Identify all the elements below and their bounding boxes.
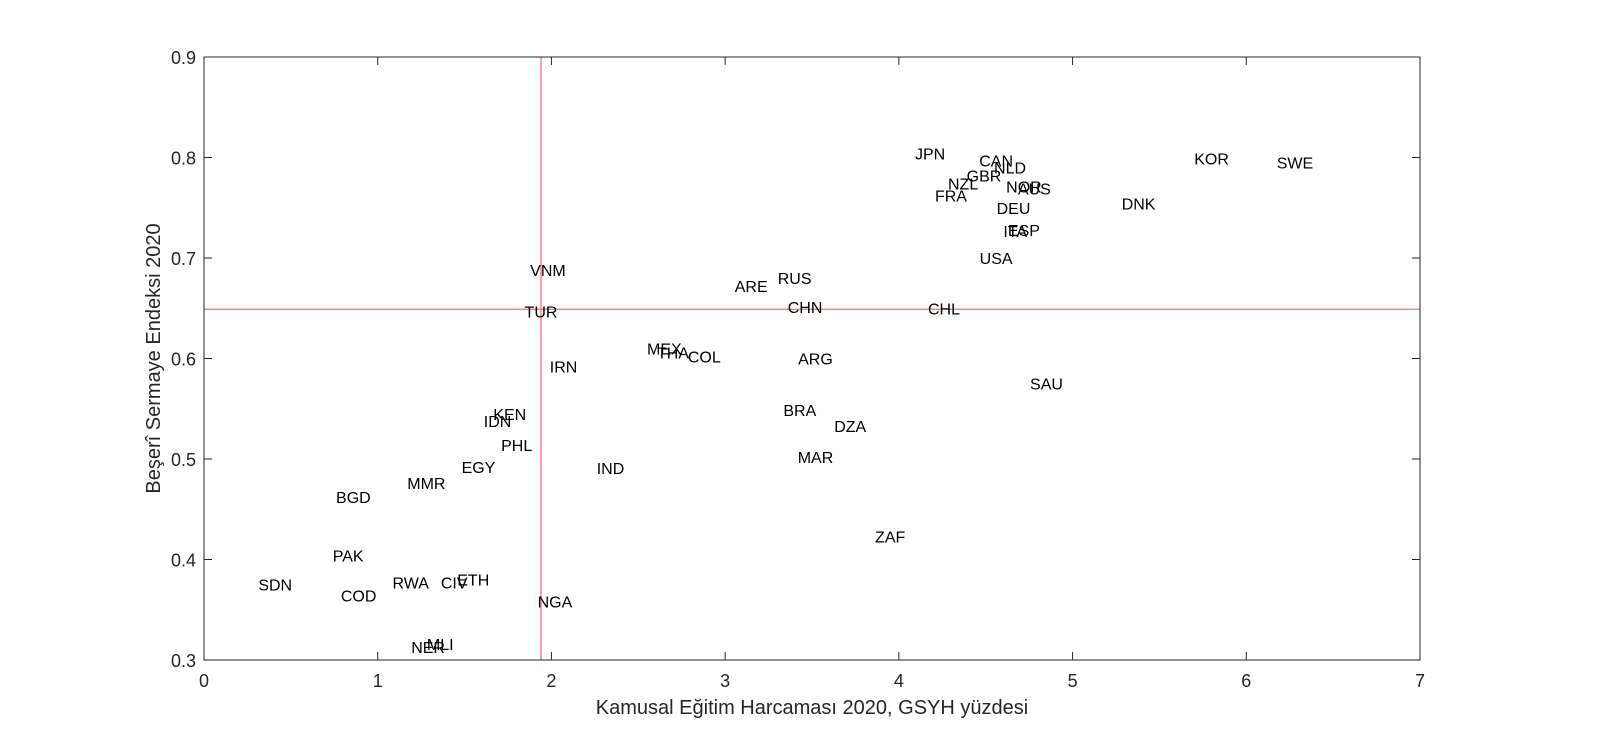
point-label-mmr: MMR: [407, 476, 445, 493]
point-label-mli: MLI: [427, 637, 454, 654]
point-label-irn: IRN: [550, 360, 578, 377]
point-label-tur: TUR: [525, 304, 558, 321]
point-label-sdn: SDN: [258, 578, 292, 595]
point-label-deu: DEU: [997, 201, 1031, 218]
point-label-tha: THA: [657, 345, 689, 362]
x-tick-label: 0: [199, 671, 209, 691]
x-tick-label: 5: [1068, 671, 1078, 691]
point-label-egy: EGY: [462, 460, 496, 477]
point-label-sau: SAU: [1030, 377, 1063, 394]
point-label-esp: ESP: [1008, 223, 1040, 240]
point-label-jpn: JPN: [915, 146, 945, 163]
point-label-aus: AUS: [1018, 182, 1051, 199]
reference-lines: [204, 57, 1420, 660]
y-tick-label: 0.4: [171, 551, 196, 571]
point-label-phl: PHL: [501, 438, 532, 455]
point-label-ken: KEN: [493, 407, 526, 424]
point-label-bra: BRA: [783, 403, 816, 420]
x-tick-label: 4: [894, 671, 904, 691]
point-label-nld: NLD: [994, 161, 1026, 178]
point-label-bgd: BGD: [336, 490, 371, 507]
x-tick-label: 6: [1241, 671, 1251, 691]
y-tick-label: 0.7: [171, 249, 196, 269]
point-label-civ: CIV: [441, 576, 468, 593]
point-label-nga: NGA: [538, 595, 573, 612]
x-tick-label: 2: [546, 671, 556, 691]
point-label-chl: CHL: [928, 301, 960, 318]
point-label-idn: IDN: [484, 414, 512, 431]
point-label-zaf: ZAF: [875, 529, 905, 546]
point-label-mex: MEX: [647, 341, 682, 358]
point-label-are: ARE: [735, 279, 768, 296]
x-tick-label: 3: [720, 671, 730, 691]
point-label-kor: KOR: [1194, 152, 1229, 169]
point-label-ind: IND: [597, 461, 625, 478]
x-tick-label: 1: [373, 671, 383, 691]
point-label-can: CAN: [979, 154, 1013, 171]
y-tick-label: 0.9: [171, 48, 196, 68]
point-label-nzl: NZL: [948, 177, 978, 194]
y-axis-title: Beşerî Sermaye Endeksi 2020: [143, 223, 165, 493]
point-label-dza: DZA: [834, 419, 866, 436]
point-label-chn: CHN: [788, 300, 823, 317]
point-label-mar: MAR: [798, 450, 834, 467]
point-label-eth: ETH: [457, 573, 489, 590]
y-tick-label: 0.3: [171, 651, 196, 671]
x-tick-label: 7: [1415, 671, 1425, 691]
x-axis-title: Kamusal Eğitim Harcaması 2020, GSYH yüzd…: [596, 697, 1028, 719]
point-label-swe: SWE: [1277, 156, 1313, 173]
point-label-dnk: DNK: [1122, 197, 1156, 214]
point-label-ita: ITA: [1003, 224, 1027, 241]
point-label-vnm: VNM: [530, 263, 566, 280]
y-tick-label: 0.6: [171, 350, 196, 370]
point-label-fra: FRA: [935, 189, 967, 206]
point-label-nor: NOR: [1006, 180, 1042, 197]
y-tick-label: 0.5: [171, 450, 196, 470]
point-label-ner: NER: [411, 640, 445, 657]
point-label-cod: COD: [341, 589, 377, 606]
axes: 0 1 2 3 4 5 6 7 0.3 0.4 0.5 0.6 0.7 0.8 0.9: [171, 48, 1425, 691]
point-label-gbr: GBR: [967, 169, 1002, 186]
point-label-usa: USA: [980, 251, 1013, 268]
point-label-pak: PAK: [333, 548, 364, 565]
point-label-rwa: RWA: [392, 576, 429, 593]
point-label-rus: RUS: [778, 271, 812, 288]
point-label-col: COL: [688, 349, 721, 366]
point-label-arg: ARG: [798, 352, 833, 369]
y-tick-label: 0.8: [171, 149, 196, 169]
